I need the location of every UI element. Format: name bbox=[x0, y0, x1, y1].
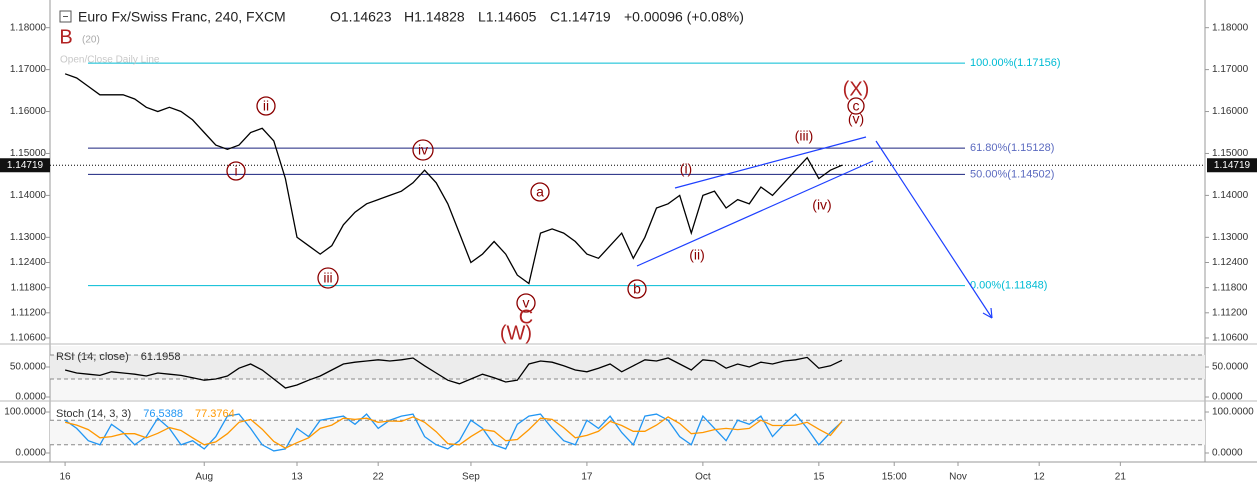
x-tick-label: Aug bbox=[195, 472, 213, 483]
indicator-value: 61.1958 bbox=[141, 351, 181, 363]
y-tick-label: 1.11800 bbox=[11, 282, 47, 293]
y-tick-label: 1.12400 bbox=[1212, 257, 1249, 268]
series-line bbox=[64, 356, 843, 389]
fib-label: 61.80%(1.15128) bbox=[970, 142, 1054, 154]
wave-ring bbox=[516, 293, 536, 313]
wave-label: (v) bbox=[848, 111, 864, 127]
y-tick-label: 1.18000 bbox=[10, 22, 47, 33]
wave-label: C bbox=[519, 306, 533, 328]
series-line bbox=[64, 73, 843, 285]
x-tick-label: 17 bbox=[581, 472, 593, 483]
wave-label: (iii) bbox=[795, 128, 814, 144]
wave-label: iv bbox=[418, 142, 428, 158]
x-tick-label: 13 bbox=[291, 472, 303, 483]
y-tick-label: 100.0000 bbox=[1212, 407, 1254, 418]
y-tick-label: 0.0000 bbox=[1212, 448, 1243, 459]
wave-label: b bbox=[633, 281, 641, 297]
last-price-label: 1.14719 bbox=[1214, 160, 1251, 171]
wave-label: a bbox=[536, 184, 544, 200]
wave-label: ii bbox=[263, 98, 269, 114]
fib-label: 100.00%(1.17156) bbox=[970, 57, 1061, 69]
y-tick-label: 1.13000 bbox=[10, 232, 47, 243]
y-tick-label: 100.0000 bbox=[4, 407, 46, 418]
wedge-lower bbox=[636, 160, 874, 267]
wave-label: iii bbox=[323, 270, 332, 286]
indicator-value: 77.3764 bbox=[195, 408, 235, 420]
wave-label: c bbox=[853, 98, 860, 114]
wave-ring bbox=[256, 96, 276, 116]
last-price-box bbox=[0, 158, 50, 173]
fib-label: 50.00%(1.14502) bbox=[970, 168, 1054, 180]
wedge-upper bbox=[674, 136, 867, 189]
wave-ring bbox=[530, 182, 550, 202]
y-tick-label: 1.11200 bbox=[11, 307, 47, 318]
ohlc-change: +0.00096 (+0.08%) bbox=[624, 9, 744, 25]
wave-ring bbox=[317, 267, 339, 289]
wave-label: (i) bbox=[680, 161, 692, 177]
x-tick-label: 12 bbox=[1034, 472, 1046, 483]
wave-ring bbox=[412, 139, 434, 161]
y-tick-label: 0.0000 bbox=[15, 448, 46, 459]
x-tick-label: 16 bbox=[60, 472, 72, 483]
y-tick-label: 50.0000 bbox=[1212, 362, 1249, 373]
indicator-title: Stoch (14, 3, 3) bbox=[56, 408, 131, 420]
indicator-title: RSI (14, close) bbox=[56, 351, 129, 363]
y-tick-label: 0.0000 bbox=[15, 392, 46, 403]
series-line bbox=[64, 416, 843, 449]
y-tick-label: 1.17000 bbox=[1212, 64, 1249, 75]
y-tick-label: 0.0000 bbox=[1212, 392, 1243, 403]
ohlc-close: C1.14719 bbox=[550, 9, 611, 25]
y-tick-label: 1.12400 bbox=[10, 257, 47, 268]
wave-ring bbox=[627, 279, 647, 299]
collapse-icon[interactable] bbox=[59, 10, 72, 23]
y-tick-label: 1.15000 bbox=[10, 148, 47, 159]
band-fill bbox=[50, 355, 1205, 379]
arrow-head bbox=[982, 307, 993, 319]
y-tick-label: 50.0000 bbox=[10, 362, 47, 373]
x-tick-label: 15:00 bbox=[882, 472, 907, 483]
x-tick-label: Oct bbox=[695, 472, 711, 483]
last-price-label: 1.14719 bbox=[7, 160, 44, 171]
y-tick-label: 1.14000 bbox=[1212, 190, 1249, 201]
y-tick-label: 1.17000 bbox=[10, 64, 47, 75]
x-tick-label: Sep bbox=[462, 472, 480, 483]
last-price-box bbox=[1207, 158, 1257, 173]
wave-ring bbox=[226, 161, 246, 181]
x-tick-label: 21 bbox=[1115, 472, 1127, 483]
y-tick-label: 1.14000 bbox=[10, 190, 47, 201]
ohlc-open: O1.14623 bbox=[330, 9, 392, 25]
wave-label: (X) bbox=[843, 78, 870, 100]
indicator-param: (20) bbox=[82, 35, 100, 46]
x-tick-label: 15 bbox=[813, 472, 825, 483]
y-tick-label: 1.18000 bbox=[1212, 22, 1249, 33]
symbol-title: Euro Fx/Swiss Franc, 240, FXCM bbox=[78, 9, 286, 25]
y-tick-label: 1.13000 bbox=[1212, 232, 1249, 243]
y-tick-label: 1.15000 bbox=[1212, 148, 1249, 159]
y-tick-label: 1.10600 bbox=[10, 333, 47, 344]
wave-label: (W) bbox=[500, 322, 532, 344]
projection-arrow bbox=[875, 140, 993, 319]
plot-area: 1.18000 1.18000 1.17000 1.17000 1.16000 1.160… bbox=[0, 22, 1257, 483]
y-tick-label: 1.10600 bbox=[1212, 333, 1249, 344]
y-tick-label: 1.11200 bbox=[1212, 307, 1248, 318]
y-tick-label: 1.16000 bbox=[1212, 106, 1249, 117]
band-fill bbox=[50, 420, 1205, 445]
indicator-name: Open/Close Daily Line bbox=[60, 55, 160, 66]
wave-label: (iv) bbox=[812, 197, 831, 213]
ohlc-low: L1.14605 bbox=[478, 9, 537, 25]
y-tick-label: 1.16000 bbox=[10, 106, 47, 117]
y-tick-label: 1.11800 bbox=[1212, 282, 1248, 293]
fib-label: 0.00%(1.11848) bbox=[970, 280, 1047, 292]
indicator-value: 76.5388 bbox=[143, 408, 183, 420]
wave-label: i bbox=[234, 163, 237, 179]
x-tick-label: Nov bbox=[949, 472, 967, 483]
wave-ring bbox=[847, 97, 865, 115]
wave-label: (ii) bbox=[689, 247, 705, 263]
ohlc-high: H1.14828 bbox=[404, 9, 465, 25]
x-tick-label: 22 bbox=[373, 472, 385, 483]
wave-label: v bbox=[523, 295, 530, 311]
wave-label: B bbox=[59, 26, 72, 48]
